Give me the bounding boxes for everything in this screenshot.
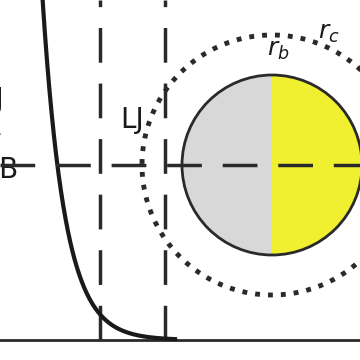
Circle shape bbox=[182, 75, 360, 255]
Text: LJ
+
BB: LJ + BB bbox=[0, 86, 18, 184]
Polygon shape bbox=[272, 75, 360, 255]
Text: LJ: LJ bbox=[120, 106, 144, 134]
Text: r$_b$: r$_b$ bbox=[267, 38, 290, 62]
Text: r$_c$: r$_c$ bbox=[318, 21, 340, 45]
